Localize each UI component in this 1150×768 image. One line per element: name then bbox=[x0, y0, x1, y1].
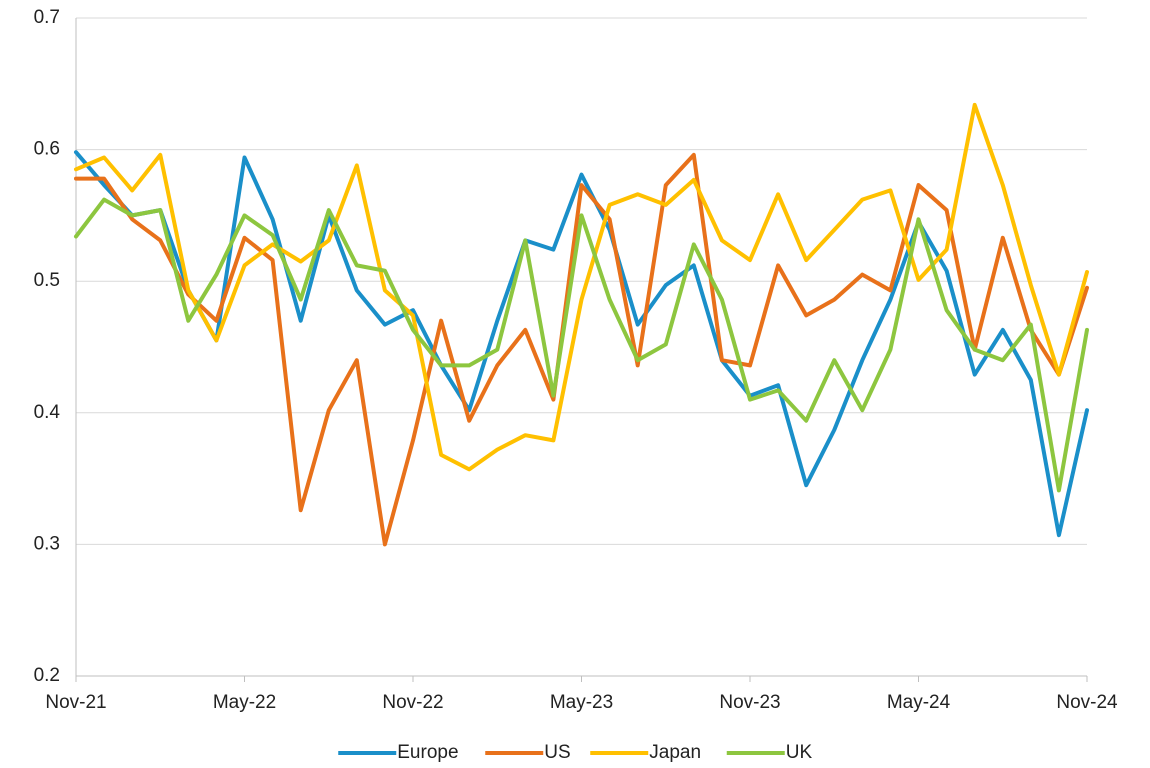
x-tick-label: Nov-21 bbox=[45, 692, 106, 713]
x-tick-label: May-23 bbox=[550, 692, 613, 713]
y-tick-label: 0.2 bbox=[34, 665, 60, 686]
y-tick-label: 0.4 bbox=[34, 402, 61, 423]
series-line bbox=[74, 197, 1089, 493]
y-tick-label: 0.6 bbox=[34, 139, 60, 160]
legend-label: UK bbox=[786, 742, 813, 763]
y-tick-label: 0.5 bbox=[34, 270, 60, 291]
x-tick-label: May-22 bbox=[213, 692, 276, 713]
series-line bbox=[74, 150, 1089, 538]
legend-label: Japan bbox=[649, 742, 701, 763]
x-tick-label: Nov-22 bbox=[382, 692, 443, 713]
series-line bbox=[74, 152, 1089, 547]
y-tick-label: 0.7 bbox=[34, 7, 60, 28]
series-line bbox=[74, 102, 1089, 472]
y-tick-label: 0.3 bbox=[34, 533, 60, 554]
x-tick-label: Nov-23 bbox=[719, 692, 780, 713]
x-tick-label: May-24 bbox=[887, 692, 951, 713]
legend-label: Europe bbox=[397, 742, 458, 763]
x-tick-label: Nov-24 bbox=[1056, 692, 1118, 713]
legend-label: US bbox=[544, 742, 570, 763]
